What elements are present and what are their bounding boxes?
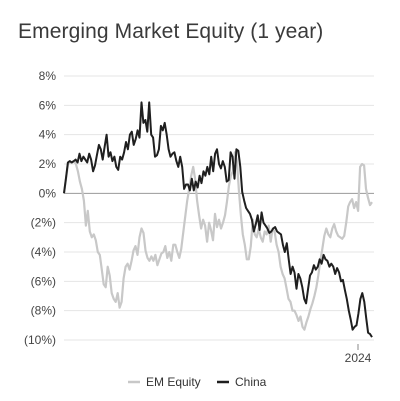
y-tick-label: 6% — [39, 98, 57, 112]
y-axis-ticks: 8% 6% 4% 2% 0% (2%) (4%) (6%) (8%) (10%) — [24, 69, 56, 347]
y-tick-label: (4%) — [31, 245, 56, 259]
y-tick-label: (10%) — [24, 333, 56, 347]
chart-title: Emerging Market Equity (1 year) — [18, 20, 324, 43]
x-axis-ticks: 2024 — [345, 344, 372, 365]
y-tick-label: 8% — [39, 69, 57, 83]
y-tick-label: 0% — [39, 186, 57, 200]
x-tick-label: 2024 — [345, 351, 372, 365]
legend-label-china: China — [235, 375, 267, 389]
y-tick-label: 4% — [39, 128, 57, 142]
legend-label-em-equity: EM Equity — [146, 375, 201, 389]
y-tick-label: 2% — [39, 157, 57, 171]
grid — [64, 75, 374, 341]
legend: EM Equity China — [128, 375, 267, 389]
series-line-china — [63, 101, 373, 338]
series-line-em-equity — [62, 151, 373, 331]
y-tick-label: (2%) — [31, 216, 56, 230]
series-lines — [62, 101, 373, 338]
y-tick-label: (6%) — [31, 274, 56, 288]
y-tick-label: (8%) — [31, 304, 56, 318]
